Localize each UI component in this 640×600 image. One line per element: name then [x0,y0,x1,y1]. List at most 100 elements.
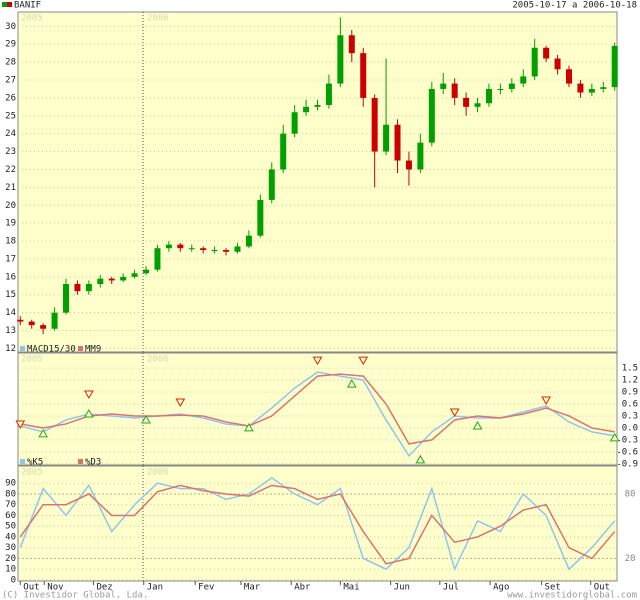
y-tick-label: 28 [5,58,16,68]
y-tick-label: 13 [5,326,16,336]
y-tick-label: 30 [5,22,16,32]
y-tick-label: 0.6 [622,400,638,410]
candle-body [51,312,58,329]
signal-marker [84,408,94,418]
legend-swatch [20,346,25,351]
site: www.investidorglobal.com [507,591,637,600]
signal-marker [15,420,26,429]
candle-body [497,88,504,90]
candle-body [588,88,595,93]
copyright: (C) Investidor Global, Lda. [2,591,148,600]
series-line [19,484,616,565]
y-tick-label: 0 [11,575,16,585]
signal-marker [415,454,426,464]
legend-label: %K5 [27,458,43,468]
candle-body [223,250,230,252]
candle-body [188,248,195,250]
y-tick-label: 26 [5,93,16,103]
y-tick-label: 10 [5,565,16,575]
signal-marker [541,396,551,406]
candle-body [234,246,241,252]
y-tick-label: 0.0 [622,423,638,433]
signal-marker [175,398,186,408]
y-tick-label: -0.3 [616,435,638,445]
signal-marker [141,414,151,424]
signal-marker [472,420,483,430]
signal-marker [244,422,254,432]
candle-body [17,319,24,322]
x-tick-label: Mar [244,583,261,593]
candle-body [97,278,104,284]
y-tick-label: 20 [5,554,16,564]
signal-marker [609,432,620,442]
y-tick-label: 1.2 [622,376,638,386]
series-line [19,476,616,572]
candle-body [440,83,447,89]
candle-body [451,83,458,98]
candle-body [531,47,538,77]
candle-body [554,58,561,70]
signal-marker [358,356,369,366]
candle-body [211,250,218,251]
candle-body [245,235,252,247]
y2-tick-label: 80 [625,489,636,499]
y-tick-label: 12 [5,344,16,354]
symbol-icon [7,2,12,7]
candle-body [200,248,207,250]
y-tick-label: 29 [5,40,16,50]
y2-tick-label: 20 [625,554,636,564]
x-tick-label: Ago [493,583,509,593]
y-tick-label: 20 [5,201,16,211]
x-tick-label: Jul [443,583,459,593]
year-watermark: 2005 [21,355,43,365]
candle-body [428,88,435,143]
year-watermark: 2006 [147,14,169,24]
y-tick-label: 18 [5,237,16,247]
candle-body [337,35,344,84]
candle-body [394,124,401,161]
candle-body [291,112,298,134]
y-tick-label: 16 [5,272,16,282]
legend-label: MACD15/30 [27,345,76,355]
y-tick-label: 17 [5,254,16,264]
y-tick-label: 14 [5,308,16,318]
candle-body [131,273,138,277]
candle-body [463,97,470,107]
candle-body [508,83,515,89]
legend-swatch [78,459,83,464]
price-panel [17,11,618,353]
candle-body [577,83,584,93]
candle-body [143,269,150,274]
y-tick-label: 27 [5,76,16,86]
x-tick-label: Jun [394,583,410,593]
candle-body [280,133,287,170]
candle-body [520,76,527,84]
y-tick-label: 19 [5,219,16,229]
candle-body [405,160,412,170]
y-tick-label: 70 [5,500,16,510]
candle-body [314,105,321,107]
candle-body [371,97,378,152]
candle-body [40,325,47,329]
signal-marker [84,390,94,400]
y-tick-label: 25 [5,111,16,121]
y-tick-label: -0.6 [616,447,638,457]
candle-body [165,244,172,249]
candle-body [28,321,35,326]
candle-body [543,47,550,59]
y-tick-label: 22 [5,165,16,175]
y-tick-label: 90 [5,479,16,489]
candle-body [348,35,355,54]
y-tick-label: 80 [5,489,16,499]
legend-swatch [78,346,83,351]
candle-body [85,284,92,292]
x-tick-label: Abr [294,583,311,593]
year-watermark: 2005 [21,468,43,478]
macd-panel [17,352,618,466]
candle-body [565,69,572,84]
candle-body [74,284,81,292]
y-tick-label: 50 [5,522,16,532]
candle-body [417,142,424,170]
candle-body [268,169,275,200]
candle-body [108,278,115,281]
